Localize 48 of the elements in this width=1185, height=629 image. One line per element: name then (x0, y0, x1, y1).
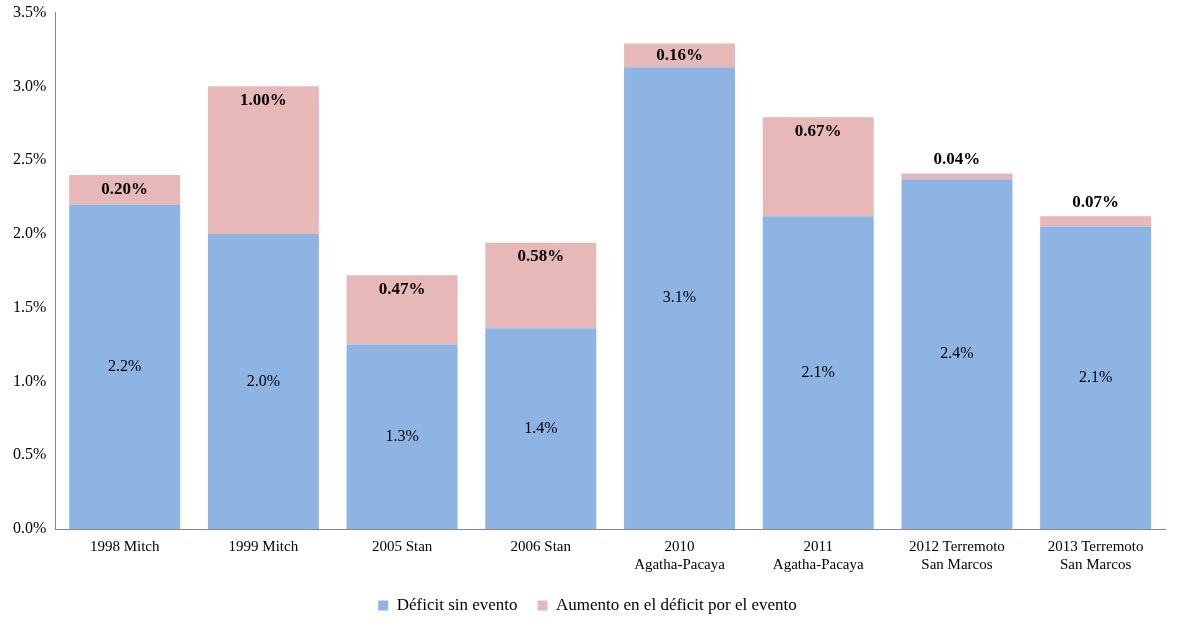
data-label: 2.1% (1078, 367, 1113, 385)
x-tick-label: 2011 Agatha-Pacaya (772, 537, 864, 572)
data-label: 0.58% (517, 246, 565, 266)
data-label: 2.2% (108, 356, 142, 374)
y-tick-label: 2.0% (13, 224, 47, 242)
bar (69, 204, 181, 529)
x-tick-label: 1998 Mitch (89, 537, 160, 554)
data-label: 2.4% (940, 344, 974, 362)
data-label: 0.67% (794, 120, 842, 140)
data-label: 0.20% (101, 179, 149, 199)
bar (346, 275, 458, 345)
x-tick-label: 2005 Stan (371, 537, 433, 554)
bar (346, 344, 458, 529)
bar (762, 216, 874, 529)
y-tick-label: 1.5% (13, 297, 47, 315)
bar (901, 179, 1013, 529)
data-label: 0.16% (656, 44, 703, 64)
x-tick-label: 2006 Stan (510, 537, 572, 554)
bar (762, 117, 874, 217)
y-tick-label: 0.0% (13, 519, 47, 537)
y-tick-label: 3.5% (13, 2, 47, 20)
y-tick-label: 0.5% (13, 445, 47, 463)
x-tick-label: 2013 Terremoto San Marcos (1047, 537, 1144, 572)
y-tick-label: 2.5% (13, 150, 47, 168)
data-label: 3.1% (662, 288, 697, 306)
bar (485, 328, 597, 529)
y-tick-label: 3.0% (13, 76, 47, 94)
x-tick-label: 2010 Agatha-Pacaya (634, 537, 726, 572)
data-label: 2.1% (801, 362, 835, 380)
data-label: 0.04% (933, 148, 981, 168)
data-label: 1.3% (385, 426, 419, 444)
legend-label: Déficit sin evento (396, 594, 518, 614)
bar (901, 173, 1013, 180)
x-tick-label: 2012 Terremoto San Marcos (909, 537, 1005, 572)
bar (624, 67, 735, 529)
data-label: 1.00% (240, 89, 287, 109)
bar (207, 233, 319, 529)
legend-label: Aumento en el déficit por el evento (556, 594, 797, 614)
bar (485, 242, 597, 329)
data-label: 2.0% (246, 371, 281, 389)
bar (1040, 216, 1152, 227)
data-label: 0.47% (378, 278, 426, 298)
data-label: 1.4% (524, 418, 558, 436)
bar (1040, 226, 1152, 529)
x-tick-label: 1999 Mitch (228, 537, 299, 554)
bar (207, 86, 319, 234)
data-label: 0.07% (1072, 191, 1120, 211)
y-tick-label: 1.0% (13, 371, 47, 389)
